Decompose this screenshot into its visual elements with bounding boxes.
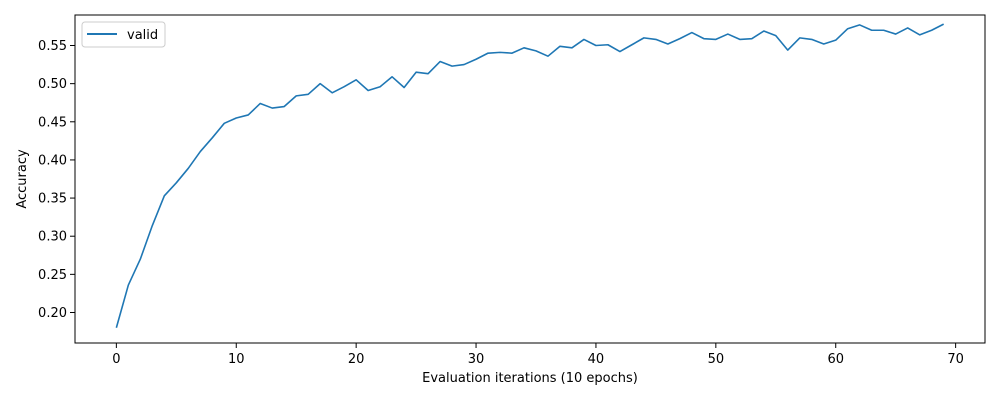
x-tick-label: 50 bbox=[708, 352, 725, 367]
y-tick-label: 0.30 bbox=[38, 230, 67, 245]
legend-label-valid: valid bbox=[127, 28, 158, 43]
y-axis-label: Accuracy bbox=[15, 149, 30, 209]
y-tick-label: 0.20 bbox=[38, 306, 67, 321]
y-tick-label: 0.45 bbox=[38, 115, 67, 130]
legend: valid bbox=[81, 21, 166, 48]
series-layer bbox=[115, 23, 945, 328]
y-tick-label: 0.25 bbox=[38, 268, 67, 283]
y-tick-label: 0.35 bbox=[38, 192, 67, 207]
y-tick-label: 0.55 bbox=[38, 39, 67, 54]
y-axis: 0.20 0.25 0.30 0.35 0.40 0.45 0.50 0.55 bbox=[38, 39, 75, 321]
x-tick-label: 10 bbox=[228, 352, 245, 367]
x-tick-label: 0 bbox=[112, 352, 120, 367]
x-axis-label: Evaluation iterations (10 epochs) bbox=[422, 371, 638, 386]
x-tick-label: 40 bbox=[588, 352, 605, 367]
x-axis: 0 10 20 30 40 50 60 70 bbox=[112, 343, 964, 367]
legend-box bbox=[81, 21, 166, 48]
series-line-valid bbox=[115, 23, 945, 328]
y-tick-label: 0.50 bbox=[38, 77, 67, 92]
plot-background bbox=[75, 15, 985, 343]
x-tick-label: 70 bbox=[947, 352, 964, 367]
x-tick-label: 60 bbox=[827, 352, 844, 367]
y-tick-label: 0.40 bbox=[38, 153, 67, 168]
plot-frame bbox=[74, 14, 986, 344]
x-tick-label: 30 bbox=[468, 352, 485, 367]
x-tick-label: 20 bbox=[348, 352, 365, 367]
